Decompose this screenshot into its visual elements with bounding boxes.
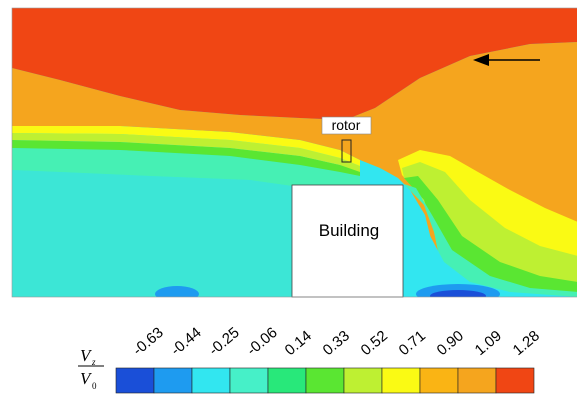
legend-swatch — [419, 367, 459, 394]
rotor-marker — [341, 139, 352, 163]
legend-swatch — [305, 367, 345, 394]
region-red-top — [12, 8, 577, 120]
legend-numerator: V — [80, 346, 93, 365]
legend-tick-label: -0.06 — [244, 324, 281, 359]
legend-tick-label: 0.90 — [434, 327, 467, 359]
legend-tick-label: 1.09 — [472, 327, 505, 359]
legend-tick-label: 0.52 — [358, 327, 391, 359]
arrow-left-icon — [473, 54, 540, 66]
legend-tick-label: -0.25 — [206, 324, 243, 359]
legend-numerator-sub: z — [91, 357, 96, 367]
legend-swatch — [267, 367, 307, 394]
legend-tick-label: -0.44 — [168, 324, 205, 359]
legend-swatch — [153, 367, 193, 394]
region-yellow-stripe — [12, 126, 360, 166]
legend-swatch — [495, 367, 535, 394]
rotor-label: rotor — [332, 117, 361, 133]
region-cyan-lee — [404, 192, 577, 297]
legend-swatch — [229, 367, 269, 394]
legend-tick-label: 0.14 — [282, 327, 315, 359]
building-block — [291, 184, 404, 298]
legend-color-bar — [115, 367, 535, 394]
region-lime-upper — [12, 148, 360, 190]
region-lime-stripe — [12, 133, 360, 172]
legend-tick-label: 0.71 — [396, 327, 429, 359]
legend-tick-labels: -0.63 -0.44 -0.25 -0.06 0.14 0.33 0.52 0.71 0.90… — [130, 324, 543, 359]
region-cyan-light — [12, 170, 292, 297]
legend-variable-label: V z V 0 — [78, 346, 104, 391]
domain-border — [11, 7, 577, 298]
building-label: Building — [319, 221, 380, 240]
legend-tick-label: 1.28 — [510, 327, 543, 359]
legend-swatch — [115, 367, 155, 394]
legend-swatch — [457, 367, 497, 394]
contour-field — [12, 8, 577, 297]
legend-swatch — [381, 367, 421, 394]
legend-denominator-sub: 0 — [92, 381, 97, 391]
rotor-label-box — [321, 116, 372, 135]
legend-swatch — [343, 367, 383, 394]
legend-tick-label: 0.33 — [320, 327, 353, 359]
legend-denominator: V — [80, 369, 93, 388]
region-green-upper — [12, 140, 360, 176]
vortex-blue-left — [155, 286, 199, 297]
legend-tick-label: -0.63 — [130, 324, 167, 359]
vortex-blue-right-inner — [430, 290, 486, 297]
legend-swatch — [191, 367, 231, 394]
